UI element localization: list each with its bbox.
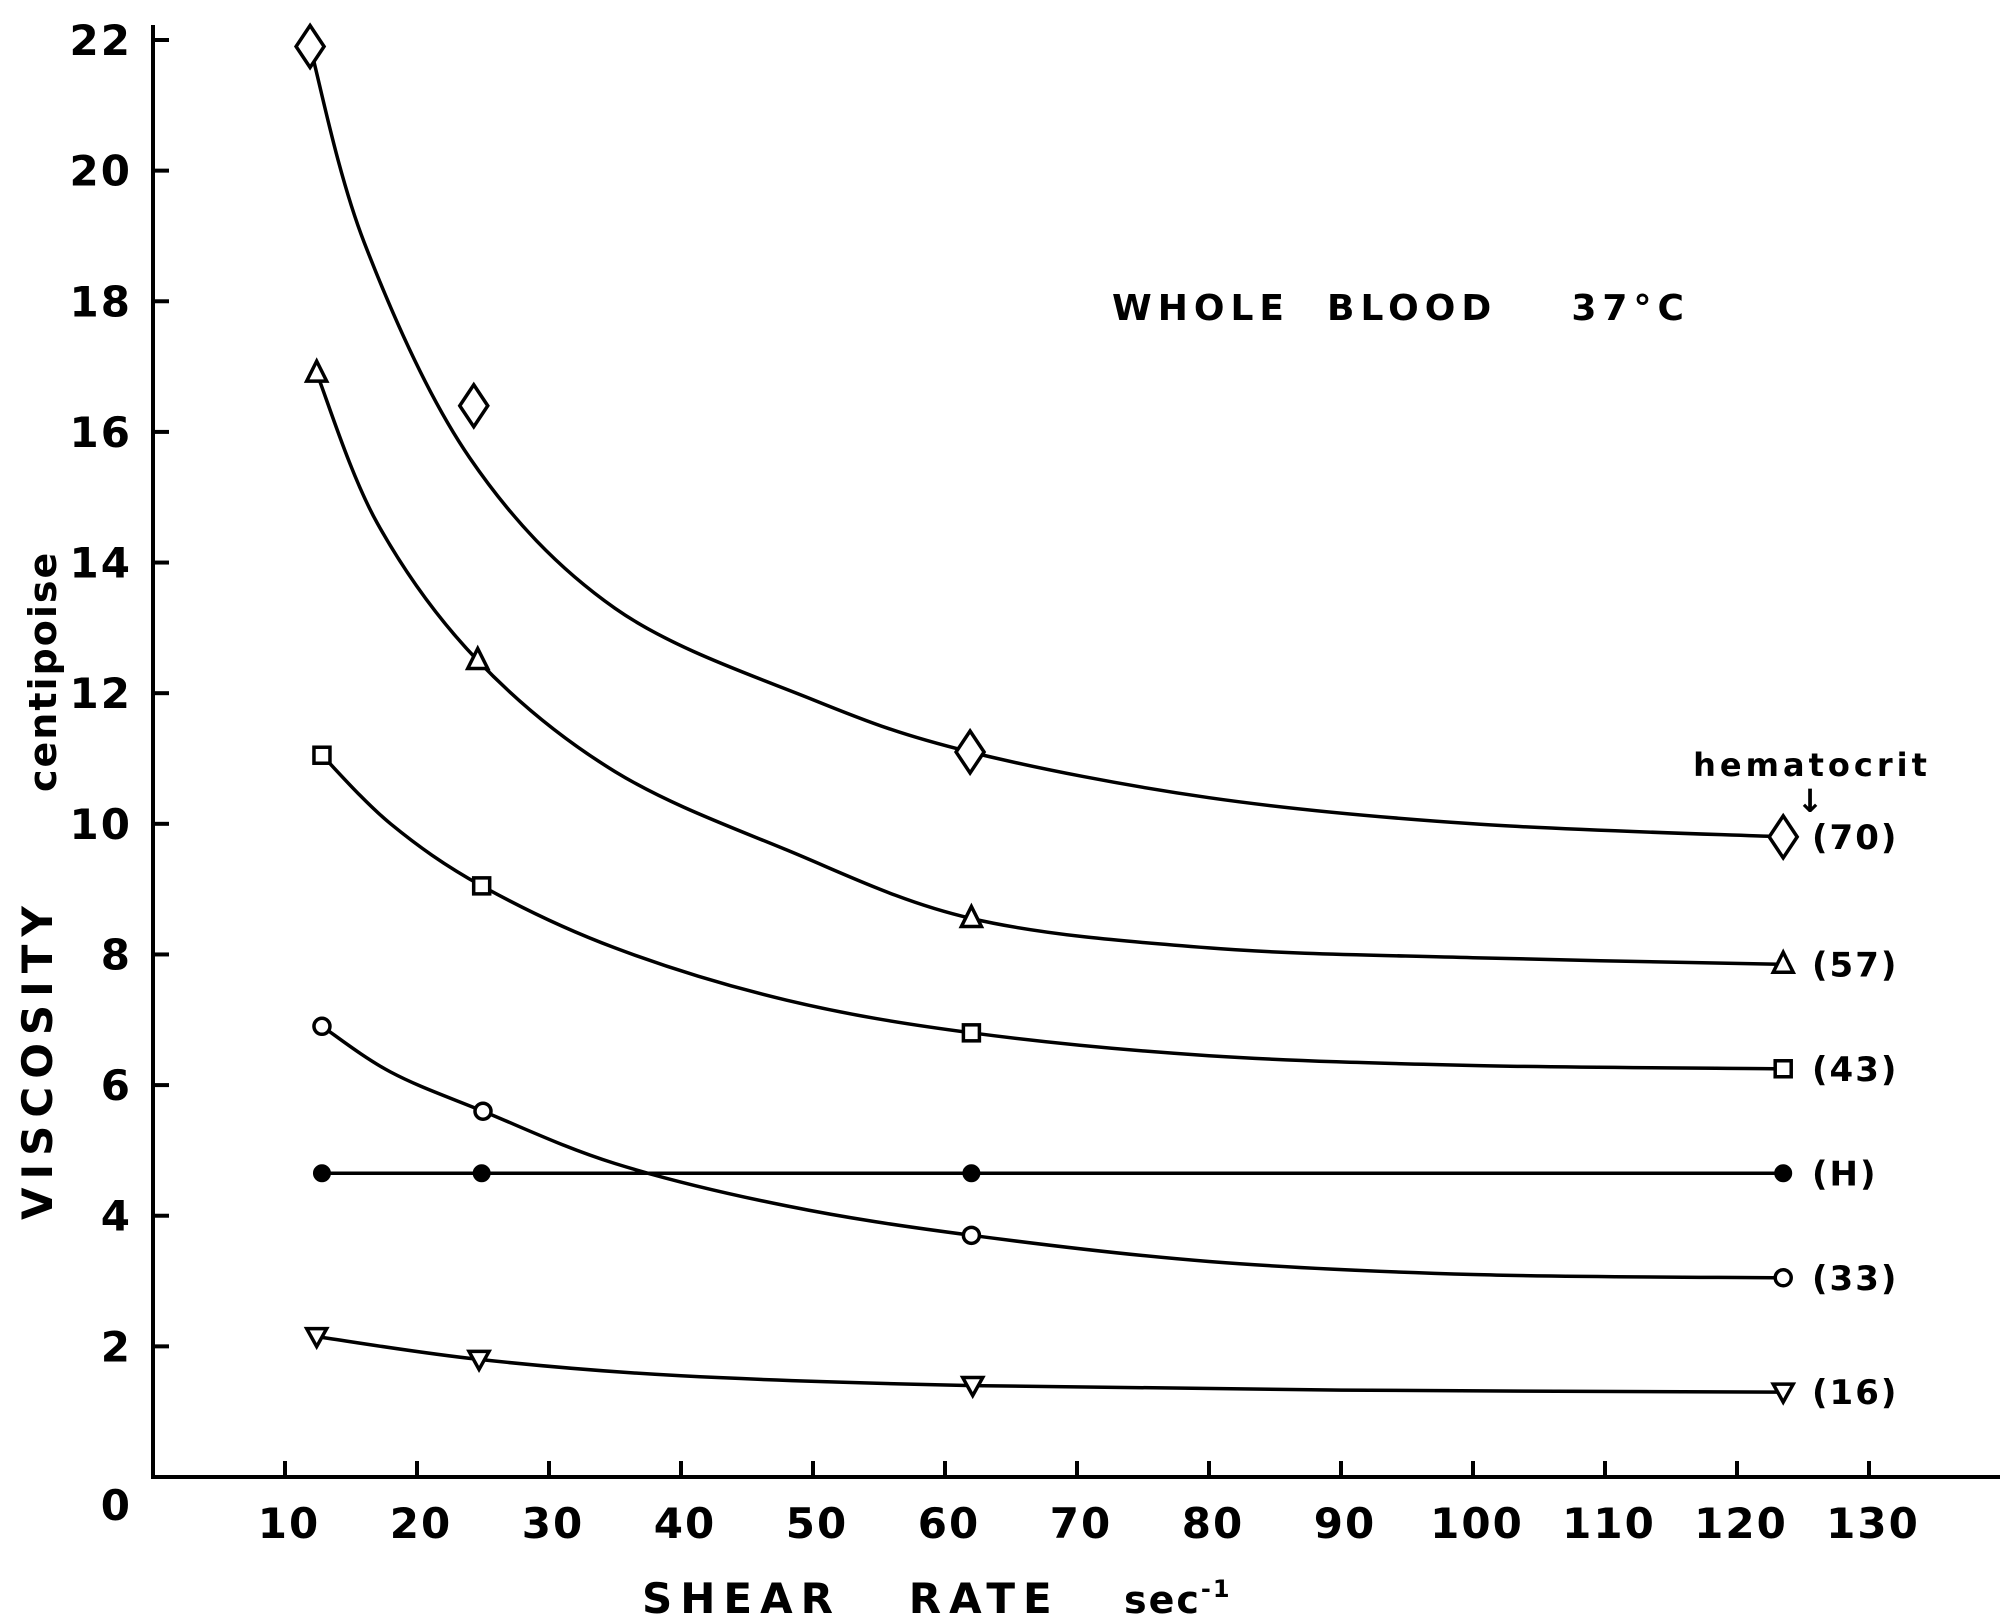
- data-point: [1773, 1268, 1793, 1288]
- series-line: [308, 46, 1784, 839]
- series-line: [315, 372, 1784, 967]
- series-label: (43): [1812, 1050, 1898, 1090]
- series-label: (57): [1812, 945, 1898, 985]
- data-point: [312, 1164, 331, 1183]
- x-tick-label: 130: [1826, 1499, 1920, 1548]
- data-point: [303, 1326, 330, 1351]
- x-tick-label: 100: [1430, 1499, 1524, 1548]
- y-tick-label: 10: [70, 800, 132, 849]
- y-tick-label: 2: [101, 1322, 132, 1371]
- x-axis-unit: sec-1: [1124, 1575, 1232, 1622]
- data-point: [466, 1349, 493, 1374]
- series-label: (16): [1812, 1373, 1898, 1413]
- data-point: [457, 381, 490, 430]
- series-label: (H): [1812, 1154, 1878, 1194]
- x-tick-label: 120: [1694, 1499, 1788, 1548]
- x-tick-label: 40: [654, 1499, 716, 1548]
- data-point: [293, 22, 327, 71]
- x-axis-unit-base: sec: [1124, 1578, 1201, 1622]
- y-tick-label: 20: [70, 147, 132, 196]
- series-markers: [293, 22, 1800, 1406]
- data-point: [1774, 1164, 1793, 1183]
- tick-labels: 10 20 30 40 50 60 70 80 90 100 110 120 130 0 2 4 6 8 10 12 1…: [70, 16, 1920, 1548]
- series-curves: [308, 46, 1784, 1394]
- series-label: (70): [1812, 818, 1898, 858]
- y-tick-label: 6: [101, 1061, 132, 1110]
- data-point: [961, 1023, 982, 1043]
- x-tick-label: 20: [390, 1499, 452, 1548]
- x-tick-label: 10: [258, 1499, 320, 1548]
- x-axis-unit-superscript: -1: [1201, 1575, 1232, 1603]
- y-tick-label: 22: [70, 16, 132, 65]
- x-tick-label: 90: [1314, 1499, 1376, 1548]
- data-point: [303, 357, 330, 383]
- x-tick-label: 80: [1182, 1499, 1244, 1548]
- data-point: [464, 644, 491, 671]
- y-tick-label: 18: [70, 277, 132, 326]
- ticks: [153, 38, 1871, 1477]
- data-point: [312, 745, 332, 765]
- y-tick-label: 12: [70, 669, 132, 718]
- series-line: [321, 1024, 1784, 1280]
- chart-annotation: WHOLE BLOOD 37°C: [1112, 288, 1690, 329]
- x-axis-title: SHEAR RATE: [642, 1574, 1060, 1622]
- y-tick-label: 14: [70, 539, 132, 588]
- data-point: [1773, 1059, 1793, 1079]
- data-point: [1770, 948, 1797, 975]
- legend-arrow: ↓: [1797, 782, 1828, 820]
- data-point: [1767, 812, 1800, 862]
- series-line: [320, 753, 1784, 1071]
- y-tick-label: 4: [101, 1192, 132, 1241]
- x-tick-label: 50: [786, 1499, 848, 1548]
- series-line: [316, 1334, 1784, 1394]
- data-point: [953, 727, 987, 777]
- data-point: [472, 1164, 491, 1183]
- y-tick-label: 16: [70, 408, 132, 457]
- x-tick-label: 70: [1050, 1499, 1112, 1548]
- data-point: [1770, 1382, 1797, 1406]
- data-point: [312, 1016, 332, 1037]
- data-point: [473, 1101, 493, 1121]
- y-axis-title: VISCOSITY: [13, 898, 62, 1220]
- x-tick-label: 30: [522, 1499, 584, 1548]
- legend-title: hematocrit: [1693, 746, 1931, 784]
- x-tick-label: 60: [918, 1499, 980, 1548]
- data-point: [471, 876, 492, 896]
- y-axis-unit: centipoise: [21, 551, 65, 792]
- data-point: [958, 902, 985, 929]
- series-label: (33): [1812, 1259, 1898, 1299]
- data-point: [962, 1164, 981, 1183]
- data-point: [959, 1375, 986, 1400]
- series-labels: (70) (57) (43) (H) (33) (16): [1812, 818, 1898, 1413]
- y-tick-label: 0: [101, 1481, 132, 1530]
- y-tick-label: 8: [101, 930, 132, 979]
- x-tick-label: 110: [1562, 1499, 1656, 1548]
- data-point: [961, 1225, 982, 1246]
